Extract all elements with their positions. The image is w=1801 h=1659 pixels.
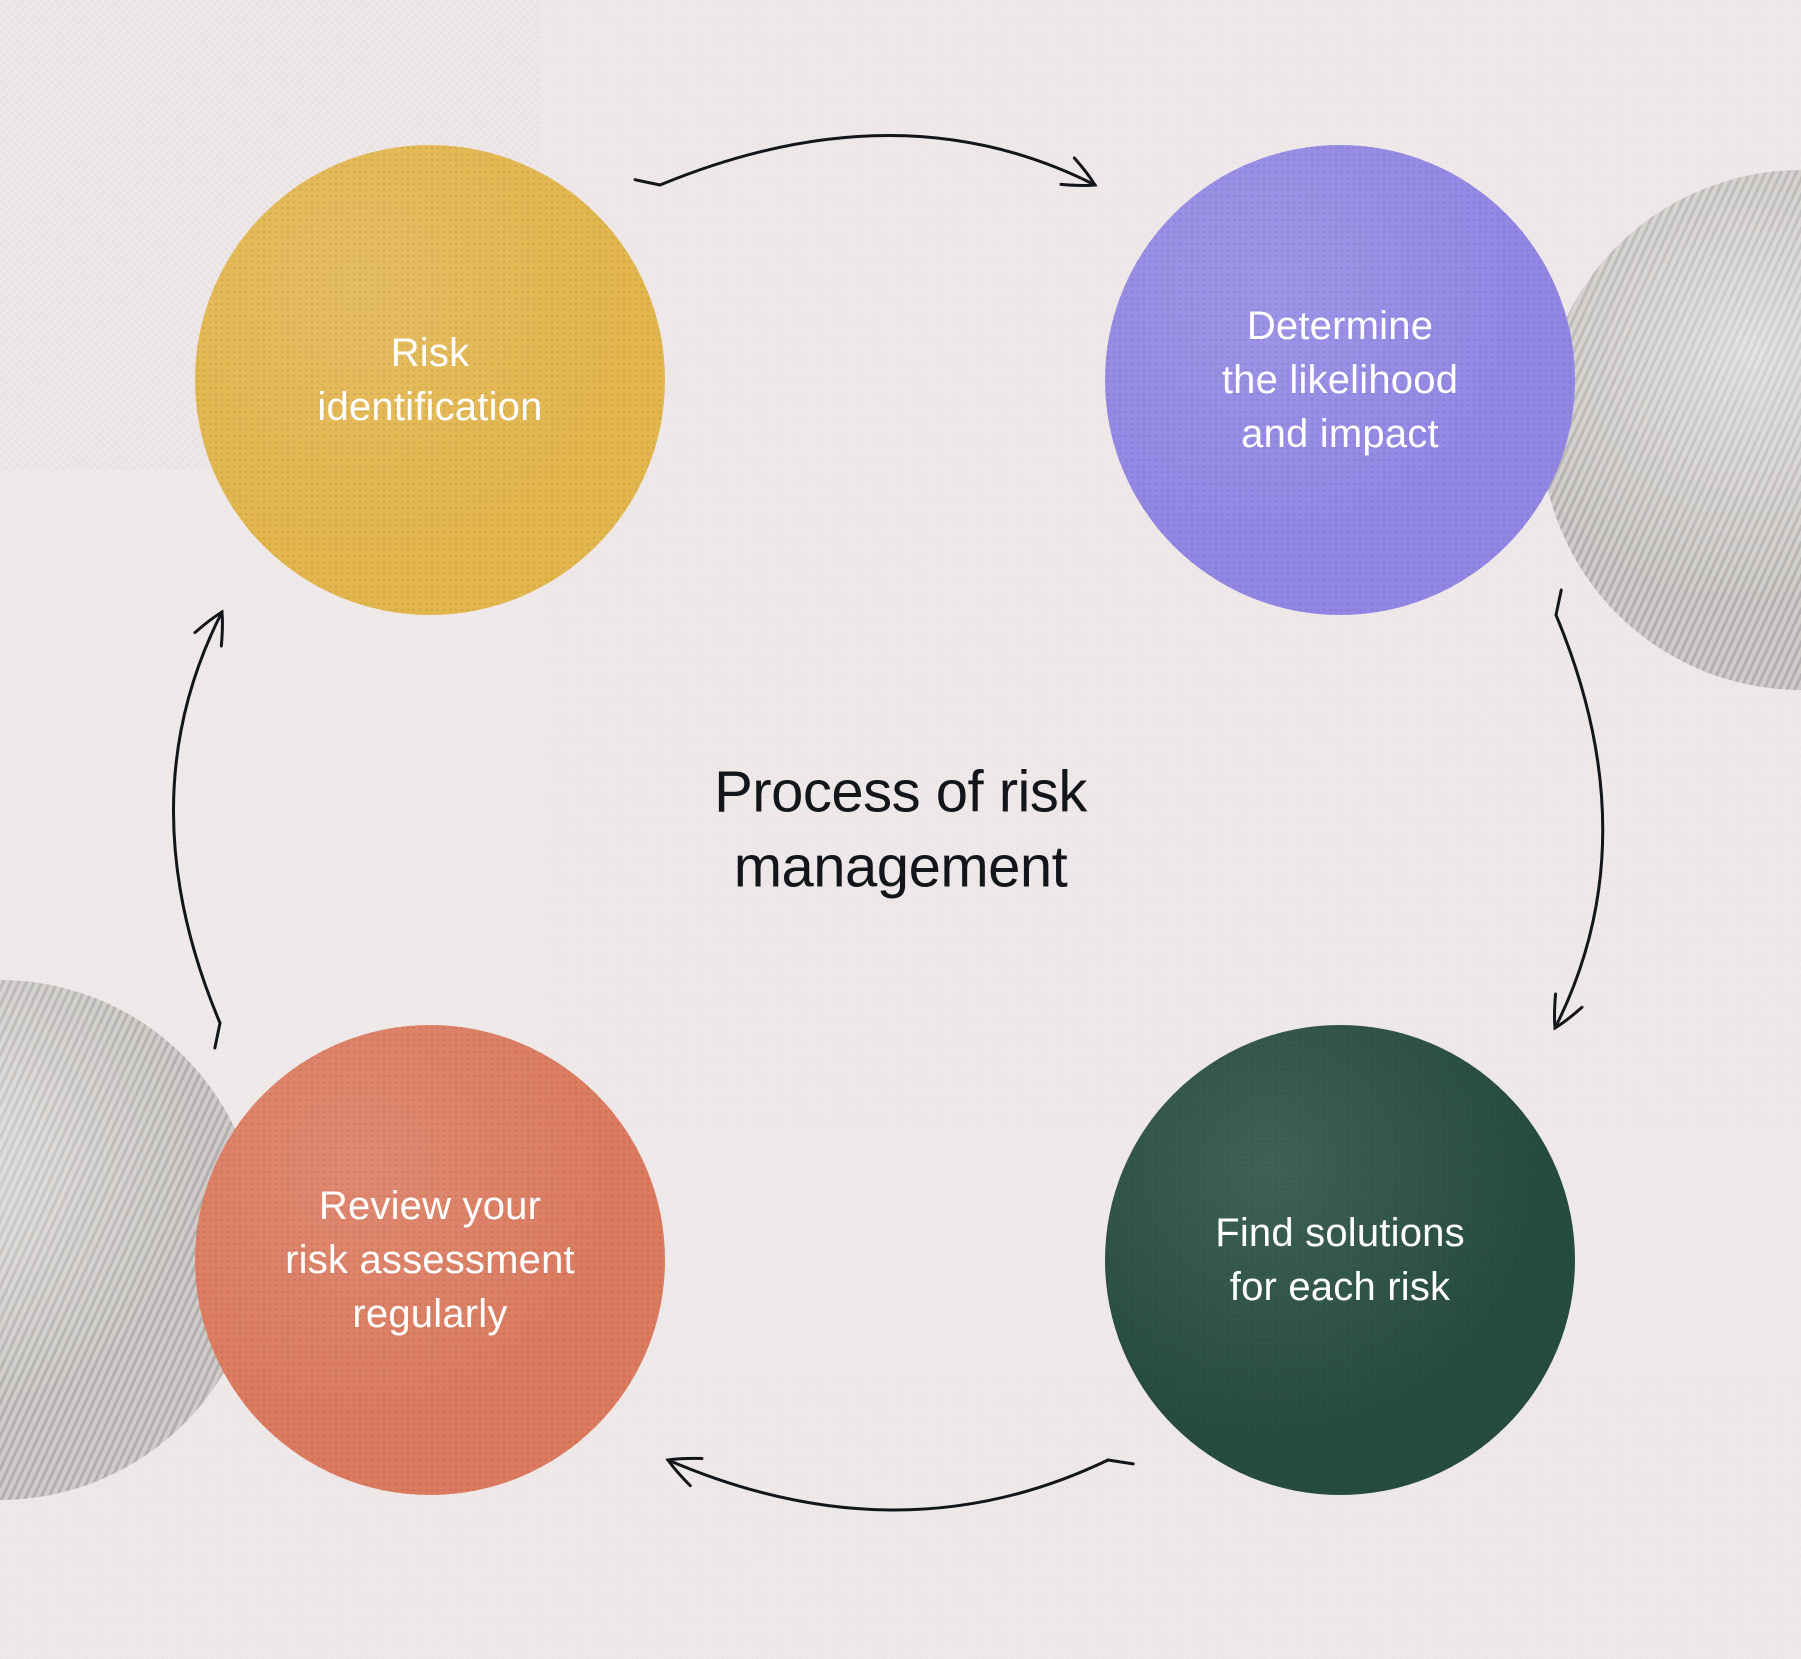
cycle-node-find-solutions: Find solutions for each risk (1105, 1025, 1575, 1495)
cycle-node-risk-identification: Risk identification (195, 145, 665, 615)
cycle-node-label: Risk identification (289, 326, 570, 434)
diagram-title: Process of risk management (714, 755, 1087, 906)
arrow-4-to-1-start-tick (215, 1023, 220, 1048)
cycle-node-review-assessment: Review your risk assessment regularly (195, 1025, 665, 1495)
risk-management-cycle-diagram: Process of risk management Risk identifi… (0, 0, 1801, 1659)
cycle-node-determine-likelihood: Determine the likelihood and impact (1105, 145, 1575, 615)
cycle-node-label: Review your risk assessment regularly (257, 1179, 603, 1341)
arrow-4-to-1 (173, 612, 222, 1023)
cycle-node-label: Determine the likelihood and impact (1194, 299, 1486, 461)
cycle-node-label: Find solutions for each risk (1187, 1206, 1493, 1314)
arrow-4-to-1-head (195, 612, 223, 646)
